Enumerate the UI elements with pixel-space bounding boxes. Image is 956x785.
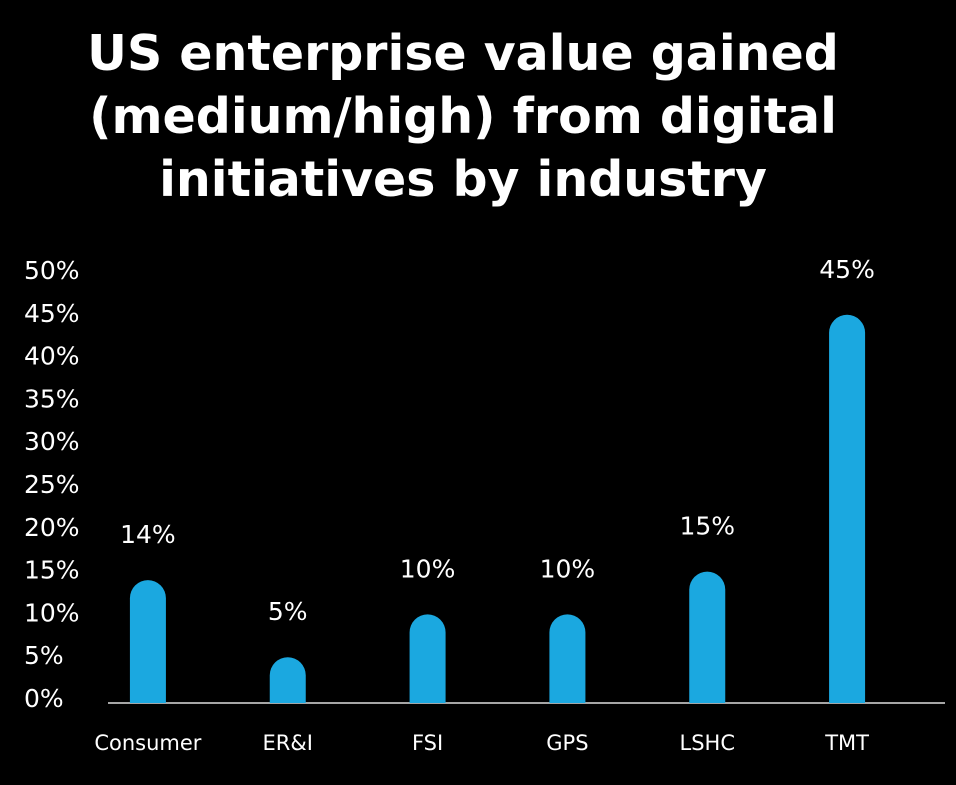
x-tick-label: GPS <box>546 731 588 755</box>
bar <box>829 314 866 703</box>
x-tick-label: TMT <box>824 731 869 755</box>
y-tick-label: 30% <box>24 427 80 456</box>
y-tick-label: 45% <box>24 299 80 328</box>
bar <box>689 571 726 703</box>
value-label: 10% <box>400 554 456 583</box>
value-label: 15% <box>679 512 735 541</box>
y-tick-label: 20% <box>24 513 80 542</box>
x-tick-label: LSHC <box>680 731 735 755</box>
value-label: 14% <box>120 520 176 549</box>
bar <box>269 657 306 703</box>
bar <box>409 614 446 703</box>
y-tick-label: 40% <box>24 342 80 371</box>
value-label: 5% <box>268 597 308 626</box>
x-tick-label: Consumer <box>94 731 201 755</box>
y-tick-label: 25% <box>24 470 80 499</box>
y-tick-label: 50% <box>24 256 80 285</box>
y-tick-label: 15% <box>24 556 80 585</box>
bar <box>549 614 586 703</box>
value-label: 10% <box>540 554 596 583</box>
y-tick-label: 0% <box>24 684 64 713</box>
bar <box>129 580 166 703</box>
value-label: 45% <box>819 255 875 284</box>
y-tick-label: 35% <box>24 384 80 413</box>
chart-title: US enterprise value gained (medium/high)… <box>87 25 839 208</box>
x-tick-label: FSI <box>412 731 443 755</box>
y-tick-label: 5% <box>24 641 64 670</box>
y-tick-label: 10% <box>24 598 80 627</box>
x-tick-label: ER&I <box>263 731 313 755</box>
